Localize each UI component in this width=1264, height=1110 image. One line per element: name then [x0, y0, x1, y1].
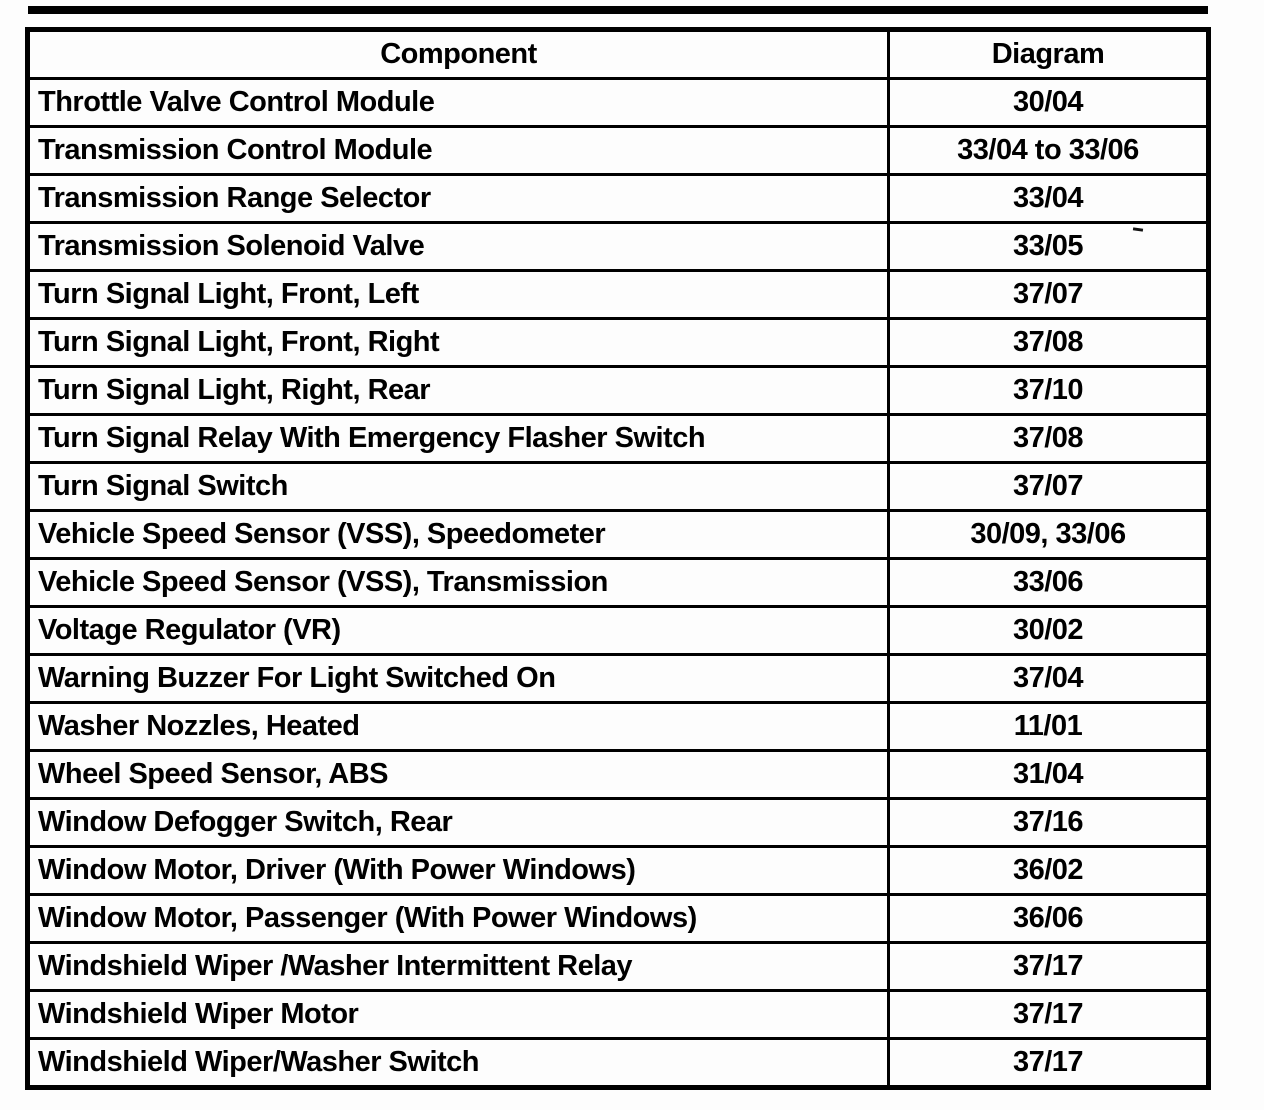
table-row: Turn Signal Light, Right, Rear 37/10 [26, 365, 1210, 416]
diagram-cell: 37/17 [887, 941, 1210, 992]
component-cell: Turn Signal Relay With Emergency Flasher… [26, 413, 890, 464]
column-header-component: Component [26, 28, 890, 80]
diagram-cell: 30/04 [887, 77, 1210, 128]
component-cell: Turn Signal Light, Front, Right [26, 317, 890, 368]
table-row: Windshield Wiper/Washer Switch 37/17 [26, 1037, 1210, 1089]
table-row: Washer Nozzles, Heated 11/01 [26, 701, 1210, 752]
table-row: Turn Signal Light, Front, Right 37/08 [26, 317, 1210, 368]
component-cell: Transmission Range Selector [26, 173, 890, 224]
diagram-cell: 37/16 [887, 797, 1210, 848]
diagram-cell: 31/04 [887, 749, 1210, 800]
diagram-cell: 33/06 [887, 557, 1210, 608]
component-cell: Window Motor, Driver (With Power Windows… [26, 845, 890, 896]
table-row: Vehicle Speed Sensor (VSS), Speedometer 3… [26, 509, 1210, 560]
diagram-cell: 30/02 [887, 605, 1210, 656]
component-cell: Window Motor, Passenger (With Power Wind… [26, 893, 890, 944]
component-cell: Transmission Control Module [26, 125, 890, 176]
component-cell: Turn Signal Switch [26, 461, 890, 512]
diagram-cell: 36/02 [887, 845, 1210, 896]
component-cell: Voltage Regulator (VR) [26, 605, 890, 656]
table-row: Turn Signal Relay With Emergency Flasher… [26, 413, 1210, 464]
table-row: Voltage Regulator (VR) 30/02 [26, 605, 1210, 656]
table-row: Transmission Control Module 33/04 to 33/0… [26, 125, 1210, 176]
diagram-cell: 11/01 [887, 701, 1210, 752]
component-cell: Window Defogger Switch, Rear [26, 797, 890, 848]
table-row: Window Motor, Passenger (With Power Wind… [26, 893, 1210, 944]
diagram-cell: 37/08 [887, 317, 1210, 368]
table-row: Vehicle Speed Sensor (VSS), Transmission… [26, 557, 1210, 608]
component-cell: Vehicle Speed Sensor (VSS), Transmission [26, 557, 890, 608]
diagram-cell: 36/06 [887, 893, 1210, 944]
diagram-cell: 33/04 [887, 173, 1210, 224]
diagram-cell: 30/09, 33/06 [887, 509, 1210, 560]
diagram-cell: 37/10 [887, 365, 1210, 416]
component-cell: Wheel Speed Sensor, ABS [26, 749, 890, 800]
component-cell: Warning Buzzer For Light Switched On [26, 653, 890, 704]
table-header-row: Component Diagram [26, 28, 1210, 80]
table-row: Window Motor, Driver (With Power Windows… [26, 845, 1210, 896]
table-row: Turn Signal Switch 37/07 [26, 461, 1210, 512]
top-scan-rule [28, 6, 1208, 14]
table-row: Window Defogger Switch, Rear 37/16 [26, 797, 1210, 848]
diagram-cell: 37/04 [887, 653, 1210, 704]
diagram-cell: 33/04 to 33/06 [887, 125, 1210, 176]
component-cell: Windshield Wiper Motor [26, 989, 890, 1040]
component-cell: Turn Signal Light, Front, Left [26, 269, 890, 320]
diagram-cell: 37/17 [887, 989, 1210, 1040]
diagram-cell: 37/08 [887, 413, 1210, 464]
component-diagram-table: Component Diagram Throttle Valve Control… [25, 27, 1211, 1090]
component-cell: Washer Nozzles, Heated [26, 701, 890, 752]
table-row: Transmission Range Selector 33/04 [26, 173, 1210, 224]
table-row: Turn Signal Light, Front, Left 37/07 [26, 269, 1210, 320]
column-header-diagram: Diagram [887, 28, 1210, 80]
component-cell: Windshield Wiper /Washer Intermittent Re… [26, 941, 890, 992]
component-cell: Transmission Solenoid Valve [26, 221, 890, 272]
diagram-cell: 37/07 [887, 269, 1210, 320]
table-row: Windshield Wiper /Washer Intermittent Re… [26, 941, 1210, 992]
component-cell: Throttle Valve Control Module [26, 77, 890, 128]
diagram-cell: 33/05 [887, 221, 1210, 272]
diagram-cell: 37/07 [887, 461, 1210, 512]
table-row: Throttle Valve Control Module 30/04 [26, 77, 1210, 128]
component-cell: Vehicle Speed Sensor (VSS), Speedometer [26, 509, 890, 560]
table-row: Wheel Speed Sensor, ABS 31/04 [26, 749, 1210, 800]
component-cell: Turn Signal Light, Right, Rear [26, 365, 890, 416]
component-cell: Windshield Wiper/Washer Switch [26, 1037, 890, 1089]
diagram-cell: 37/17 [887, 1037, 1210, 1089]
table-row: Warning Buzzer For Light Switched On 37/0… [26, 653, 1210, 704]
table-row: Windshield Wiper Motor 37/17 [26, 989, 1210, 1040]
table-row: Transmission Solenoid Valve 33/05 [26, 221, 1210, 272]
table-body: Throttle Valve Control Module 30/04 Transm… [26, 77, 1210, 1089]
